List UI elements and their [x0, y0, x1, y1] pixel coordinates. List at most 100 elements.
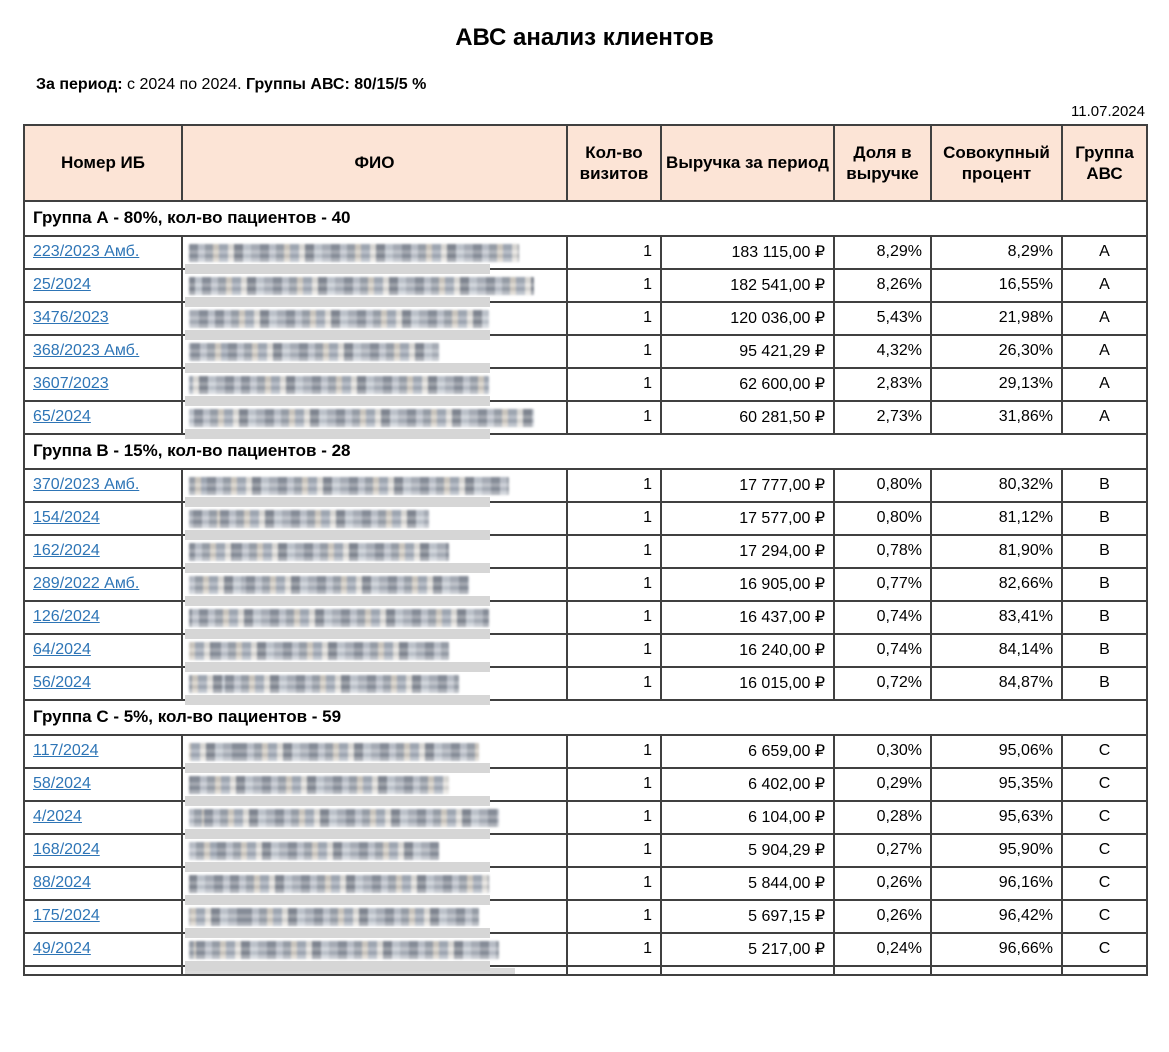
abc-group-cell: B [1061, 665, 1148, 701]
case-number-link[interactable]: 162/2024 [33, 542, 100, 560]
cumulative-cell: 82,66% [930, 566, 1063, 602]
revenue-cell: 120 036,00 ₽ [660, 300, 835, 336]
fio-cell-redacted [181, 234, 568, 274]
redaction-artifact [185, 694, 490, 705]
redacted-name [189, 408, 534, 427]
table-row: 58/2024 1 6 402,00 ₽0,29% 95,35% C [23, 766, 1148, 806]
visits-cell: 1 [566, 766, 662, 802]
case-number-link[interactable]: 58/2024 [33, 775, 91, 793]
visits-cell: 1 [566, 533, 662, 569]
case-number-link[interactable]: 64/2024 [33, 641, 91, 659]
visits-cell: 1 [566, 799, 662, 835]
case-number-link[interactable]: 370/2023 Амб. [33, 476, 140, 494]
redaction-artifact [185, 562, 490, 573]
redaction-artifact [185, 263, 490, 274]
redacted-name [189, 874, 489, 893]
cumulative-cell: 26,30% [930, 333, 1063, 369]
table-body: Группа А - 80%, кол-во пациентов - 40 223… [23, 199, 1148, 976]
case-number-link[interactable]: 4/2024 [33, 808, 82, 826]
table-row: 3607/2023 1 62 600,00 ₽2,83% 29,13% A [23, 366, 1148, 406]
visits-cell: 1 [566, 333, 662, 369]
case-number-cell: 370/2023 Амб. [23, 467, 183, 503]
cumulative-cell: 95,63% [930, 799, 1063, 835]
cumulative-cell: 95,06% [930, 733, 1063, 769]
case-number-link[interactable]: 117/2024 [33, 742, 99, 760]
case-number-link[interactable]: 49/2024 [33, 940, 91, 958]
case-number-link[interactable]: 175/2024 [33, 907, 100, 925]
redacted-name [189, 674, 459, 693]
col-header-cumulative: Совокупный процент [930, 123, 1063, 202]
case-number-link[interactable]: 126/2024 [33, 608, 100, 626]
revenue-cell: 6 104,00 ₽ [660, 799, 835, 835]
col-header-visits: Кол-во визитов [566, 123, 662, 202]
table-row: 117/2024 1 6 659,00 ₽0,30% 95,06% C [23, 733, 1148, 773]
share-cell: 2,83% [833, 366, 932, 402]
share-cell: 2,73% [833, 399, 932, 435]
group-header-label: Группа А - 80%, кол-во пациентов - 40 [23, 199, 1148, 237]
revenue-cell: 62 600,00 ₽ [660, 366, 835, 402]
abc-group-cell: A [1061, 300, 1148, 336]
visits-cell: 1 [566, 267, 662, 303]
case-number-cell: 4/2024 [23, 799, 183, 835]
case-number-link[interactable]: 223/2023 Амб. [33, 243, 140, 261]
table-header: Номер ИБ ФИО Кол-во визитов Выручка за п… [23, 123, 1148, 202]
visits-cell: 1 [566, 832, 662, 868]
case-number-cell: 289/2022 Амб. [23, 566, 183, 602]
share-cell: 5,43% [833, 300, 932, 336]
share-cell: 0,27% [833, 832, 932, 868]
fio-cell-redacted [181, 865, 568, 905]
fio-cell-redacted [181, 733, 568, 773]
redacted-name [189, 742, 479, 761]
case-number-link[interactable]: 289/2022 Амб. [33, 575, 140, 593]
report-page: АВС анализ клиентов За период: с 2024 по… [23, 24, 1148, 976]
col-header-share: Доля в выручке [833, 123, 932, 202]
group-header-label: Группа В - 15%, кол-во пациентов - 28 [23, 432, 1148, 470]
case-number-link[interactable]: 56/2024 [33, 674, 91, 692]
visits-cell: 1 [566, 467, 662, 503]
empty-cell [833, 964, 932, 976]
group-header-row: Группа А - 80%, кол-во пациентов - 40 [23, 199, 1148, 237]
abc-group-cell: A [1061, 399, 1148, 435]
case-number-cell: 223/2023 Амб. [23, 234, 183, 270]
period-value: с 2024 по 2024. [127, 75, 242, 93]
redacted-name [189, 841, 439, 860]
case-number-cell: 368/2023 Амб. [23, 333, 183, 369]
share-cell: 0,72% [833, 665, 932, 701]
col-header-fio: ФИО [181, 123, 568, 202]
revenue-cell: 16 905,00 ₽ [660, 566, 835, 602]
case-number-cell: 25/2024 [23, 267, 183, 303]
cumulative-cell: 16,55% [930, 267, 1063, 303]
redaction-artifact [185, 329, 490, 340]
share-cell: 8,26% [833, 267, 932, 303]
abc-group-cell: A [1061, 366, 1148, 402]
case-number-link[interactable]: 88/2024 [33, 874, 91, 892]
case-number-cell: 126/2024 [23, 599, 183, 635]
cumulative-cell: 31,86% [930, 399, 1063, 435]
case-number-link[interactable]: 154/2024 [33, 509, 100, 527]
case-number-link[interactable]: 3476/2023 [33, 309, 109, 327]
col-header-case-number: Номер ИБ [23, 123, 183, 202]
redacted-name [189, 342, 439, 361]
cumulative-cell: 21,98% [930, 300, 1063, 336]
redaction-artifact [185, 296, 490, 307]
visits-cell: 1 [566, 399, 662, 435]
redaction-artifact [185, 927, 490, 938]
case-number-link[interactable]: 368/2023 Амб. [33, 342, 140, 360]
cumulative-cell: 96,42% [930, 898, 1063, 934]
revenue-cell: 5 844,00 ₽ [660, 865, 835, 901]
case-number-link[interactable]: 3607/2023 [33, 375, 109, 393]
revenue-cell: 6 659,00 ₽ [660, 733, 835, 769]
redaction-artifact [185, 894, 490, 905]
case-number-cell: 56/2024 [23, 665, 183, 701]
revenue-cell: 5 217,00 ₽ [660, 931, 835, 967]
case-number-link[interactable]: 25/2024 [33, 276, 91, 294]
share-cell: 0,29% [833, 766, 932, 802]
revenue-cell: 95 421,29 ₽ [660, 333, 835, 369]
case-number-link[interactable]: 168/2024 [33, 841, 100, 859]
redacted-name [189, 940, 499, 959]
case-number-link[interactable]: 65/2024 [33, 408, 91, 426]
case-number-cell: 65/2024 [23, 399, 183, 435]
visits-cell: 1 [566, 599, 662, 635]
case-number-cell: 88/2024 [23, 865, 183, 901]
abc-group-cell: C [1061, 865, 1148, 901]
